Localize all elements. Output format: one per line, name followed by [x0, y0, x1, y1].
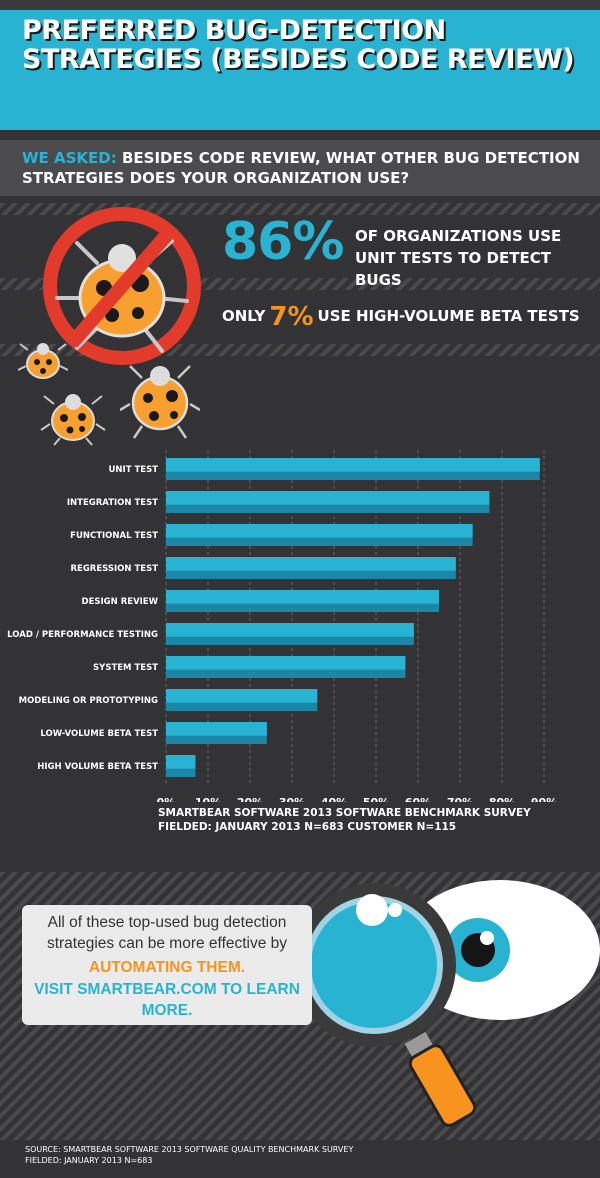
- y-category-label: REGRESSION TEST: [70, 564, 158, 574]
- x-tick-label: 30%: [279, 796, 305, 802]
- x-tick-label: 80%: [489, 796, 515, 802]
- bar: [166, 590, 439, 604]
- highlight-big-label: OF ORGANIZATIONS USE UNIT TESTS TO DETEC…: [355, 227, 562, 289]
- ladybug-icon: [120, 365, 200, 439]
- y-category-label: DESIGN REVIEW: [82, 597, 159, 607]
- question-key: WE ASKED:: [22, 149, 117, 167]
- bar-chart: 0% 10% 20% 30% 40% 50% 60% 70% 80% 90% UNIT TEST IN…: [7, 450, 557, 802]
- x-tick-label: 40%: [321, 796, 347, 802]
- survey-note: SMARTBEAR SOFTWARE 2013 SOFTWARE BENCHMA…: [158, 806, 578, 834]
- y-category-label: LOW-VOLUME BETA TEST: [40, 729, 158, 739]
- y-category-label: INTEGRATION TEST: [67, 498, 158, 508]
- cta-text: All of these top-used bug detection stra…: [46, 914, 288, 952]
- ladybug-icon: [40, 394, 106, 446]
- magnifying-glass-icon: [292, 880, 600, 1127]
- bar: [166, 623, 414, 637]
- bar: [166, 722, 267, 736]
- highlight-small-value: 7%: [269, 302, 314, 332]
- survey-note-line1: SMARTBEAR SOFTWARE 2013 SOFTWARE BENCHMA…: [158, 807, 531, 819]
- highlight-small-prefix: ONLY: [222, 307, 266, 325]
- survey-note-line2: FIELDED: JANUARY 2013 N=683 CUSTOMER N=1…: [158, 821, 457, 833]
- y-category-label: SYSTEM TEST: [93, 663, 158, 673]
- y-category-label: UNIT TEST: [109, 465, 159, 475]
- question-text: WE ASKED: BESIDES CODE REVIEW, WHAT OTHE…: [22, 148, 582, 188]
- y-category-label: HIGH VOLUME BETA TEST: [37, 762, 158, 772]
- x-tick-label: 10%: [195, 796, 221, 802]
- question-band: [0, 140, 600, 196]
- top-strip: [0, 0, 600, 10]
- bar: [166, 524, 473, 538]
- bar: [166, 557, 456, 571]
- source-line1: SOURCE: SMARTBEAR SOFTWARE 2013 SOFTWARE…: [25, 1145, 354, 1154]
- highlight-big-value: 86%: [222, 212, 344, 272]
- x-tick-label: 60%: [405, 796, 431, 802]
- cta-box: [22, 905, 312, 1025]
- question-body: BESIDES CODE REVIEW, WHAT OTHER BUG DETE…: [22, 149, 580, 187]
- highlight-small: ONLY 7% USE HIGH-VOLUME BETA TESTS: [222, 302, 580, 332]
- bar: [166, 755, 196, 769]
- y-category-label: MODELING OR PROTOTYPING: [19, 696, 158, 706]
- x-tick-label: 50%: [363, 796, 389, 802]
- no-bugs-icon: [43, 207, 201, 365]
- ladybug-icon: [18, 343, 68, 379]
- source-line2: FIELDED: JANUARY 2013 N=683: [25, 1156, 153, 1165]
- title-banner: [0, 10, 600, 130]
- bar: [166, 458, 540, 472]
- x-tick-label: 90%: [531, 796, 557, 802]
- highlight-small-suffix: USE HIGH-VOLUME BETA TESTS: [317, 307, 580, 325]
- x-tick-label: 20%: [237, 796, 263, 802]
- source-note: SOURCE: SMARTBEAR SOFTWARE 2013 SOFTWARE…: [25, 1144, 585, 1166]
- y-category-label: LOAD / PERFORMANCE TESTING: [7, 630, 158, 640]
- x-tick-label: 0%: [157, 796, 176, 802]
- page-title: PREFERRED BUG-DETECTION STRATEGIES (BESI…: [22, 15, 575, 75]
- y-category-label: FUNCTIONAL TEST: [70, 531, 158, 541]
- bar: [166, 656, 406, 670]
- x-tick-label: 70%: [447, 796, 473, 802]
- cta-link[interactable]: VISIT SMARTBEAR.COM TO LEARN MORE.: [34, 981, 300, 1019]
- bar: [166, 491, 490, 505]
- cta-automate: AUTOMATING THEM.: [88, 959, 246, 976]
- hatch-divider: [0, 203, 600, 215]
- bar: [166, 689, 318, 703]
